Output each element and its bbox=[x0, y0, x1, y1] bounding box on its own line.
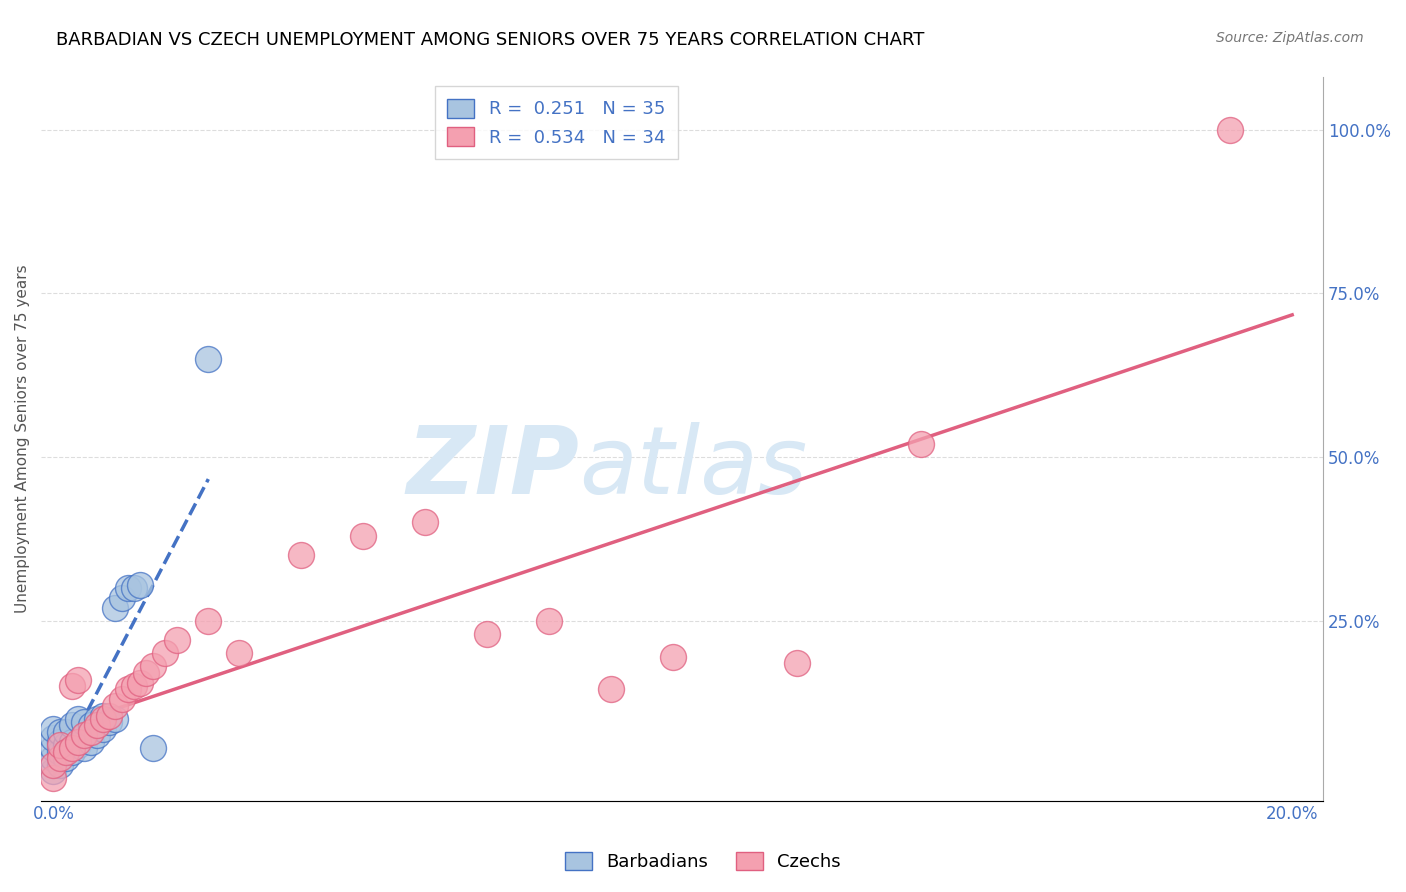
Text: Source: ZipAtlas.com: Source: ZipAtlas.com bbox=[1216, 31, 1364, 45]
Point bbox=[48, 745, 70, 759]
Legend: Barbadians, Czechs: Barbadians, Czechs bbox=[558, 845, 848, 879]
Point bbox=[55, 725, 77, 739]
Point bbox=[55, 745, 77, 759]
Point bbox=[73, 715, 96, 730]
Point bbox=[60, 735, 83, 749]
Point bbox=[48, 725, 70, 739]
Point bbox=[86, 728, 108, 742]
Point bbox=[413, 516, 436, 530]
Point bbox=[79, 735, 101, 749]
Point bbox=[91, 708, 114, 723]
Point bbox=[786, 656, 808, 670]
Point bbox=[599, 682, 621, 697]
Point bbox=[117, 581, 139, 595]
Point bbox=[104, 712, 127, 726]
Point bbox=[197, 614, 219, 628]
Point bbox=[86, 718, 108, 732]
Point bbox=[98, 715, 121, 730]
Point bbox=[111, 692, 134, 706]
Point bbox=[142, 659, 165, 673]
Text: atlas: atlas bbox=[579, 423, 808, 514]
Point bbox=[122, 679, 145, 693]
Point bbox=[67, 738, 90, 752]
Point bbox=[73, 728, 96, 742]
Point bbox=[79, 725, 101, 739]
Point bbox=[42, 751, 65, 765]
Point bbox=[67, 735, 90, 749]
Point bbox=[42, 757, 65, 772]
Point bbox=[135, 665, 157, 680]
Point bbox=[48, 751, 70, 765]
Point bbox=[290, 548, 312, 562]
Point bbox=[475, 626, 498, 640]
Legend: R =  0.251   N = 35, R =  0.534   N = 34: R = 0.251 N = 35, R = 0.534 N = 34 bbox=[434, 87, 678, 160]
Point bbox=[117, 682, 139, 697]
Point bbox=[42, 771, 65, 785]
Point bbox=[910, 437, 932, 451]
Point bbox=[166, 633, 188, 648]
Point bbox=[1219, 123, 1241, 137]
Text: BARBADIAN VS CZECH UNEMPLOYMENT AMONG SENIORS OVER 75 YEARS CORRELATION CHART: BARBADIAN VS CZECH UNEMPLOYMENT AMONG SE… bbox=[56, 31, 925, 49]
Point bbox=[662, 649, 685, 664]
Y-axis label: Unemployment Among Seniors over 75 years: Unemployment Among Seniors over 75 years bbox=[15, 265, 30, 614]
Point bbox=[86, 712, 108, 726]
Point bbox=[79, 718, 101, 732]
Point bbox=[129, 675, 152, 690]
Point bbox=[60, 679, 83, 693]
Point bbox=[42, 764, 65, 779]
Point bbox=[352, 528, 374, 542]
Point bbox=[48, 738, 70, 752]
Point bbox=[129, 577, 152, 591]
Point bbox=[42, 741, 65, 756]
Point bbox=[42, 722, 65, 736]
Point bbox=[60, 741, 83, 756]
Point bbox=[48, 735, 70, 749]
Point bbox=[73, 741, 96, 756]
Point bbox=[153, 646, 176, 660]
Text: ZIP: ZIP bbox=[406, 422, 579, 514]
Point bbox=[55, 738, 77, 752]
Point bbox=[48, 757, 70, 772]
Point bbox=[104, 600, 127, 615]
Point bbox=[228, 646, 250, 660]
Point bbox=[142, 741, 165, 756]
Point bbox=[60, 745, 83, 759]
Point bbox=[197, 351, 219, 366]
Point bbox=[91, 722, 114, 736]
Point bbox=[91, 712, 114, 726]
Point bbox=[42, 731, 65, 746]
Point bbox=[111, 591, 134, 605]
Point bbox=[60, 718, 83, 732]
Point bbox=[73, 728, 96, 742]
Point bbox=[104, 698, 127, 713]
Point bbox=[122, 581, 145, 595]
Point bbox=[55, 751, 77, 765]
Point bbox=[537, 614, 560, 628]
Point bbox=[67, 712, 90, 726]
Point bbox=[98, 708, 121, 723]
Point bbox=[67, 673, 90, 687]
